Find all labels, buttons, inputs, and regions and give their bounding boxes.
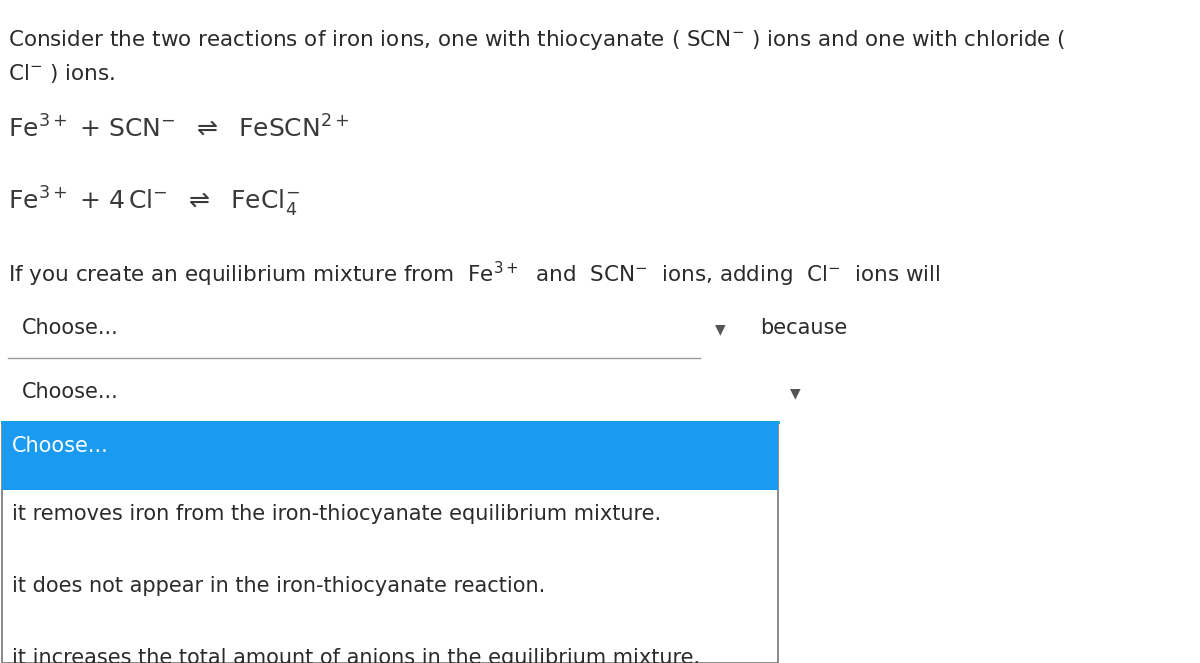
Text: $\mathrm{Fe^{3+}}$ + $4\,\mathrm{Cl^{-}}$  $\rightleftharpoons$  $\mathrm{FeCl_{: $\mathrm{Fe^{3+}}$ + $4\,\mathrm{Cl^{-}}… xyxy=(8,185,300,219)
Text: Consider the two reactions of iron ions, one with thiocyanate ( $\mathregular{SC: Consider the two reactions of iron ions,… xyxy=(8,28,1066,52)
Text: $\mathrm{Fe^{3+}}$ + $\mathrm{SCN^{-}}$  $\rightleftharpoons$  $\mathrm{FeSCN^{2: $\mathrm{Fe^{3+}}$ + $\mathrm{SCN^{-}}$ … xyxy=(8,115,349,142)
Text: If you create an equilibrium mixture from  $\mathrm{Fe^{3+}}$  and  $\mathrm{SCN: If you create an equilibrium mixture fro… xyxy=(8,260,941,289)
Bar xyxy=(2,422,778,663)
Text: it does not appear in the iron-thiocyanate reaction.: it does not appear in the iron-thiocyana… xyxy=(12,576,545,596)
Text: ▼: ▼ xyxy=(790,386,800,400)
Text: it increases the total amount of anions in the equilibrium mixture.: it increases the total amount of anions … xyxy=(12,648,700,663)
Text: because: because xyxy=(760,318,847,338)
Text: ▼: ▼ xyxy=(715,322,726,336)
Text: $\mathregular{Cl^{-}}$ ) ions.: $\mathregular{Cl^{-}}$ ) ions. xyxy=(8,62,115,85)
Text: Choose...: Choose... xyxy=(22,318,119,338)
Text: it removes iron from the iron-thiocyanate equilibrium mixture.: it removes iron from the iron-thiocyanat… xyxy=(12,504,661,524)
Text: Choose...: Choose... xyxy=(22,382,119,402)
Bar xyxy=(2,422,778,490)
Text: Choose...: Choose... xyxy=(12,436,109,456)
